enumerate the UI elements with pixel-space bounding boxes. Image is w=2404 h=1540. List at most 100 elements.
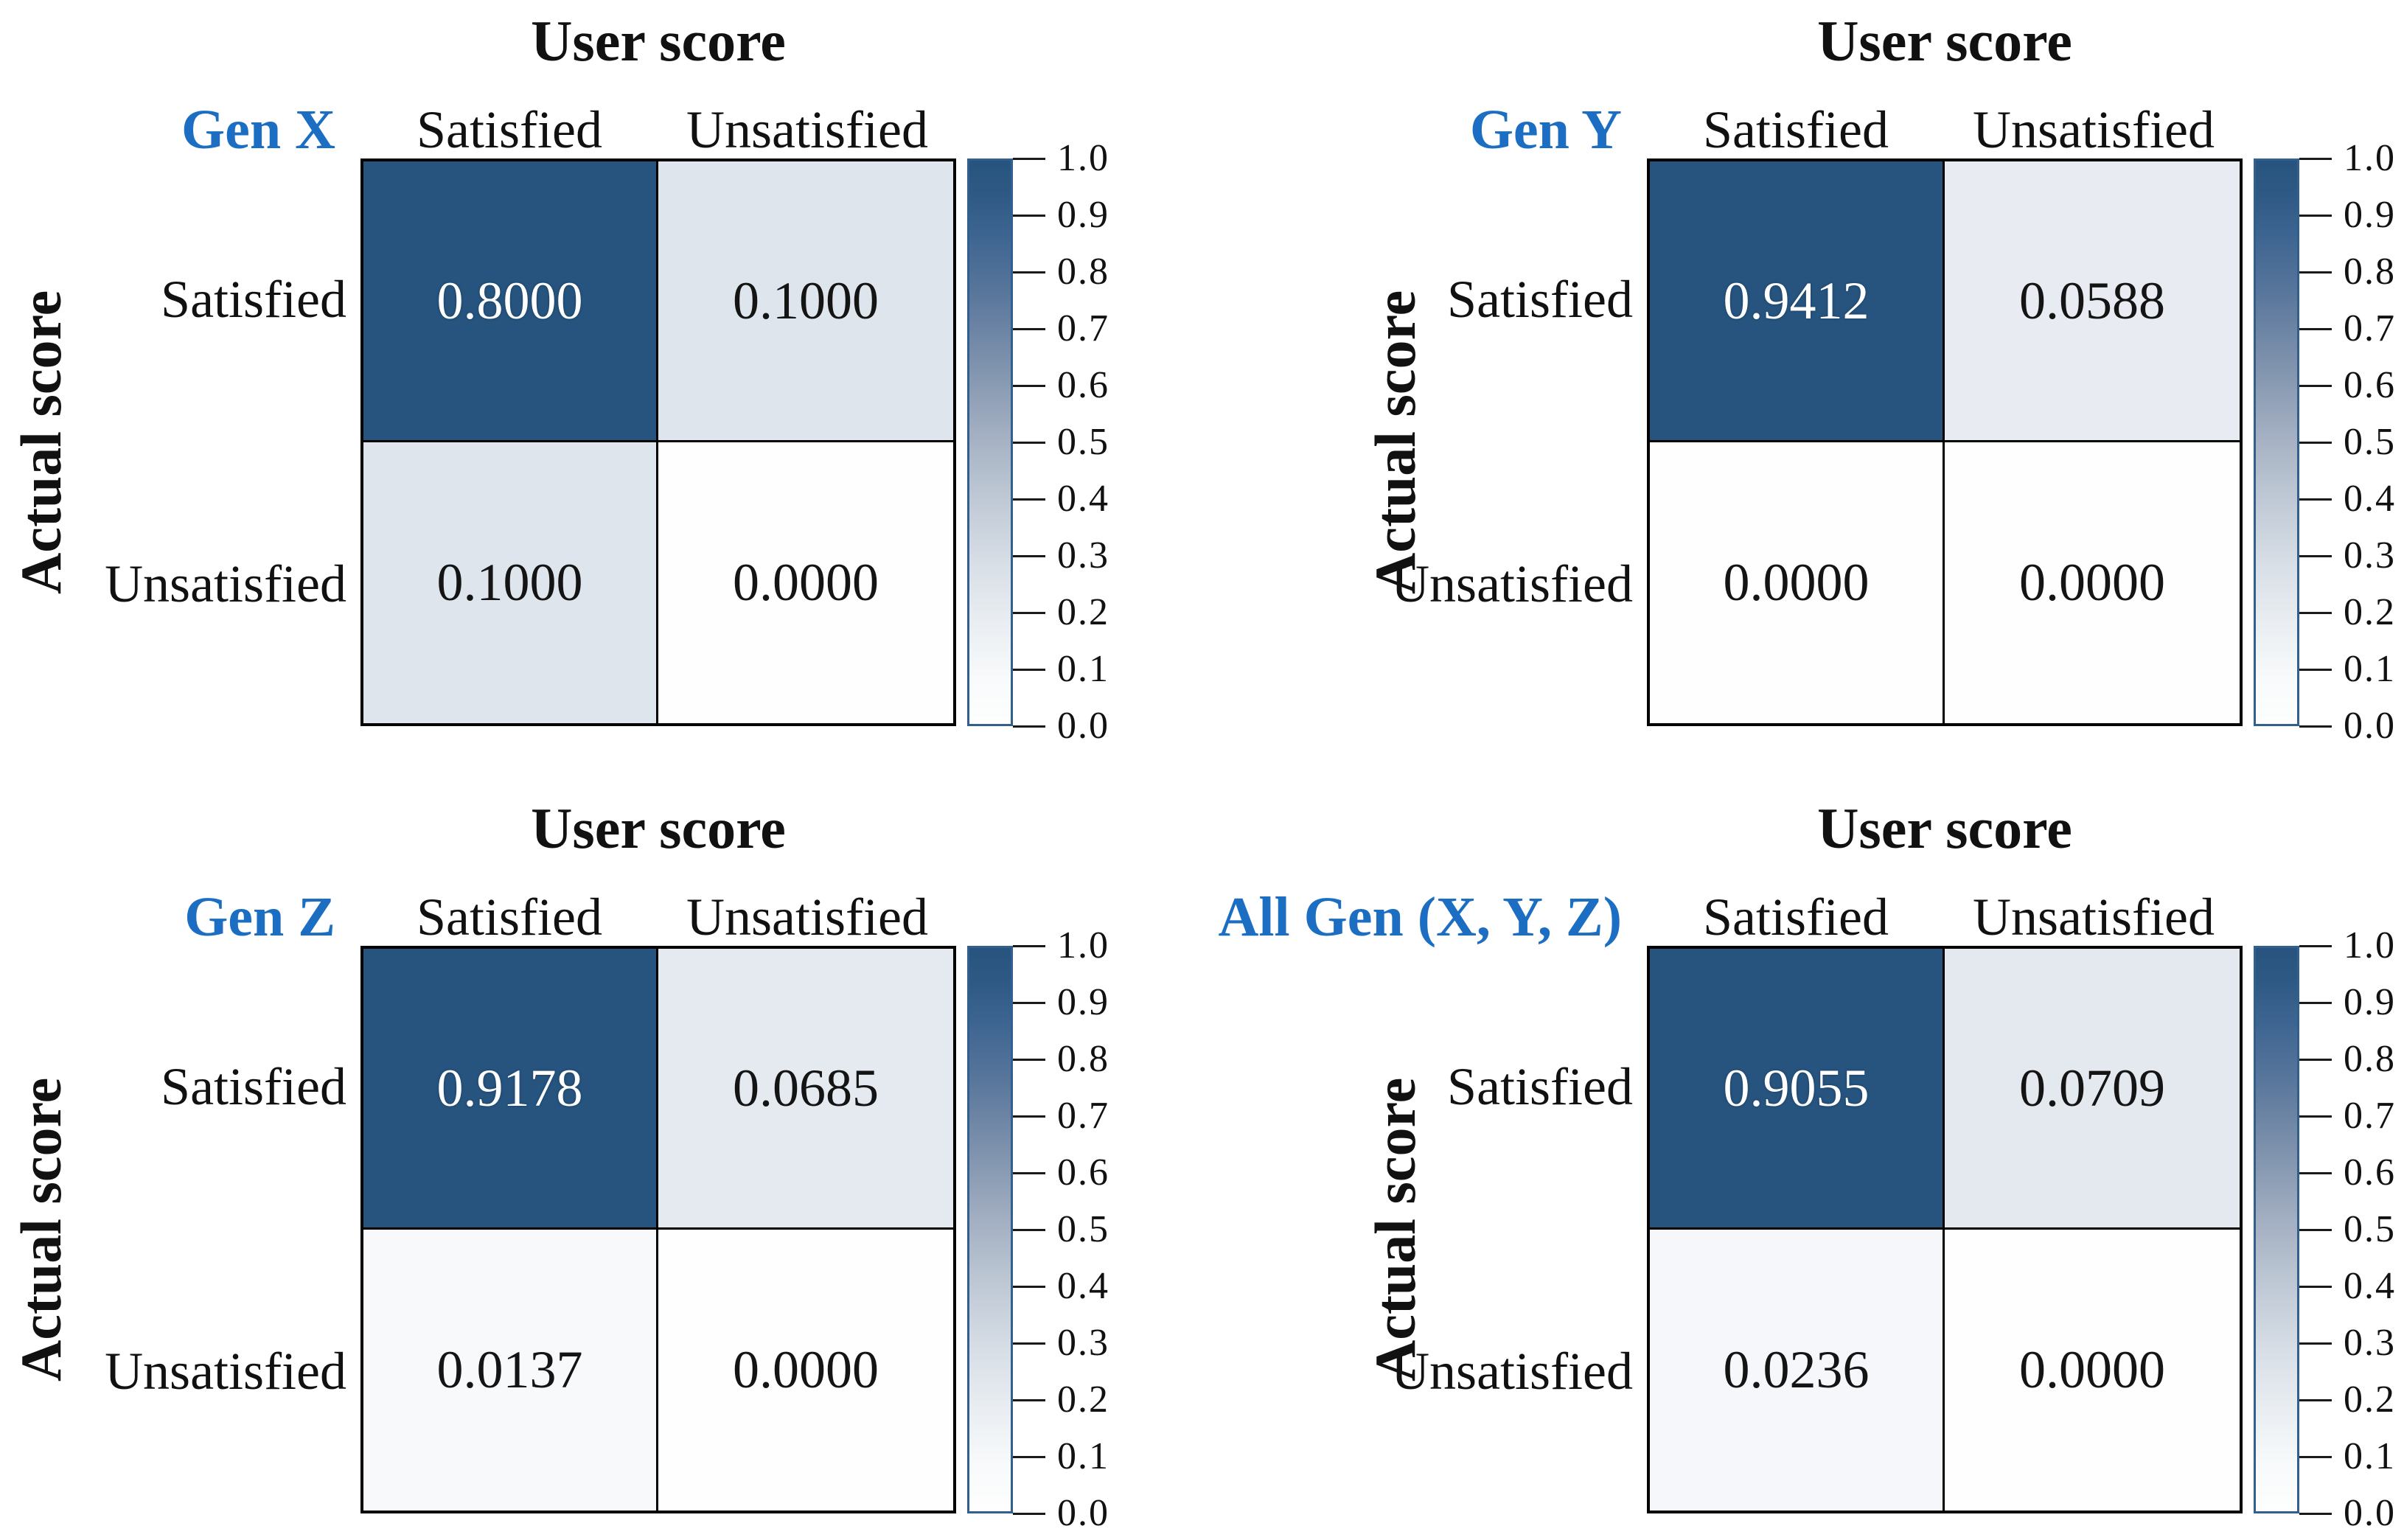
tick-mark xyxy=(1013,214,1045,217)
tick-mark xyxy=(1013,554,1045,557)
tick-label: 0.9 xyxy=(2344,981,2396,1023)
tick-mark xyxy=(2299,1115,2332,1118)
x-axis-title: User score xyxy=(1817,9,2072,73)
tick-mark xyxy=(1013,1285,1045,1288)
gen-label: All Gen (X, Y, Z) xyxy=(1218,885,1622,948)
tick-mark xyxy=(2299,271,2332,273)
colorbar-tick: 0.1 xyxy=(1013,1438,1109,1476)
row-header-unsatisfied: Unsatisfied xyxy=(1391,554,1633,613)
tick-mark xyxy=(1013,498,1045,501)
colorbar-tick: 1.0 xyxy=(2299,139,2396,178)
tick-label: 0.8 xyxy=(1057,1038,1109,1080)
colorbar-tick: 0.4 xyxy=(2299,480,2396,518)
gen-label: Gen Y xyxy=(1469,98,1622,161)
tick-label: 0.4 xyxy=(1057,478,1109,520)
colorbar-tick: 0.3 xyxy=(2299,1324,2396,1362)
colorbar-tick: 0.1 xyxy=(2299,650,2396,689)
colorbar-tick: 0.0 xyxy=(2299,1494,2396,1533)
tick-label: 0.0 xyxy=(2344,705,2396,747)
tick-label: 0.7 xyxy=(2344,307,2396,349)
matrix-cell-r1c0: 0.1000 xyxy=(363,442,658,723)
tick-label: 0.2 xyxy=(2344,591,2396,633)
colorbar-tick: 0.1 xyxy=(2299,1438,2396,1476)
gen-label: Gen Z xyxy=(184,885,335,948)
tick-label: 0.2 xyxy=(2344,1379,2396,1421)
panel-gen-y: User score Gen Y Satisfied Unsatisfied A… xyxy=(1286,0,2404,753)
panel-gen-z: User score Gen Z Satisfied Unsatisfied A… xyxy=(0,787,1118,1540)
colorbar-ticks: 1.0 0.9 0.8 0.7 0.6 0.5 0.4 0.3 0.2 0.1 0.0 xyxy=(2299,927,2404,1533)
tick-label: 0.2 xyxy=(1057,591,1109,633)
matrix-cell-r1c1: 0.0000 xyxy=(1945,442,2240,723)
matrix-cell-r1c0: 0.0000 xyxy=(1650,442,1945,723)
colorbar-scale xyxy=(2254,946,2299,1513)
colorbar-tick: 0.3 xyxy=(1013,1324,1109,1362)
colorbar-tick: 1.0 xyxy=(1013,927,1109,965)
tick-label: 0.6 xyxy=(2344,1151,2396,1194)
tick-mark xyxy=(1013,1171,1045,1174)
tick-mark xyxy=(1013,611,1045,614)
tick-label: 0.9 xyxy=(2344,194,2396,236)
tick-mark xyxy=(2299,668,2332,671)
matrix-cell-r0c1: 0.1000 xyxy=(658,161,953,442)
tick-label: 0.9 xyxy=(1057,981,1109,1023)
matrix-cell-r0c0: 0.9412 xyxy=(1650,161,1945,442)
tick-mark xyxy=(2299,1455,2332,1458)
colorbar-tick: 0.8 xyxy=(2299,1040,2396,1079)
tick-label: 0.5 xyxy=(1057,421,1109,463)
colorbar-tick: 0.7 xyxy=(1013,310,1109,348)
colorbar-tick: 0.9 xyxy=(2299,196,2396,234)
colorbar-scale xyxy=(967,946,1013,1513)
tick-label: 0.1 xyxy=(2344,648,2396,690)
colorbar-tick: 0.6 xyxy=(2299,366,2396,405)
tick-mark xyxy=(1013,725,1045,728)
colorbar-tick: 0.4 xyxy=(1013,1267,1109,1306)
colorbar-tick: 0.4 xyxy=(1013,480,1109,518)
tick-mark xyxy=(2299,214,2332,217)
x-axis-title: User score xyxy=(531,9,786,73)
colorbar-tick: 0.5 xyxy=(2299,423,2396,461)
tick-label: 0.1 xyxy=(2344,1435,2396,1477)
colorbar-tick: 1.0 xyxy=(2299,927,2396,965)
colorbar-scale xyxy=(967,158,1013,726)
colorbar-tick: 0.0 xyxy=(1013,707,1109,745)
matrix-cell-r1c0: 0.0137 xyxy=(363,1230,658,1511)
matrix-cell-r0c0: 0.9178 xyxy=(363,949,658,1230)
tick-mark xyxy=(1013,1342,1045,1345)
col-header-unsatisfied: Unsatisfied xyxy=(1973,887,2215,947)
col-header-unsatisfied: Unsatisfied xyxy=(1973,100,2215,159)
tick-mark xyxy=(1013,327,1045,330)
tick-label: 0.4 xyxy=(2344,1265,2396,1307)
tick-label: 0.6 xyxy=(1057,364,1109,406)
tick-mark xyxy=(1013,1228,1045,1231)
tick-mark xyxy=(2299,554,2332,557)
col-header-satisfied: Satisfied xyxy=(417,887,602,947)
tick-mark xyxy=(2299,157,2332,160)
colorbar-tick: 0.3 xyxy=(1013,537,1109,575)
colorbar-tick: 0.6 xyxy=(2299,1154,2396,1192)
row-header-unsatisfied: Unsatisfied xyxy=(105,554,346,613)
colorbar-ticks: 1.0 0.9 0.8 0.7 0.6 0.5 0.4 0.3 0.2 0.1 0.0 xyxy=(1013,139,1118,745)
panel-gen-x: User score Gen X Satisfied Unsatisfied A… xyxy=(0,0,1118,753)
matrix-cell-r1c1: 0.0000 xyxy=(1945,1230,2240,1511)
tick-mark xyxy=(1013,384,1045,387)
tick-mark xyxy=(2299,1058,2332,1061)
tick-mark xyxy=(2299,944,2332,947)
row-header-satisfied: Satisfied xyxy=(1447,1056,1633,1116)
tick-mark xyxy=(1013,1001,1045,1004)
colorbar-tick: 0.9 xyxy=(1013,196,1109,234)
tick-label: 0.1 xyxy=(1057,1435,1109,1477)
tick-mark xyxy=(2299,1342,2332,1345)
tick-mark xyxy=(2299,384,2332,387)
tick-label: 0.7 xyxy=(1057,307,1109,349)
tick-mark xyxy=(1013,441,1045,444)
tick-mark xyxy=(2299,441,2332,444)
tick-label: 1.0 xyxy=(1057,137,1109,179)
tick-mark xyxy=(1013,1115,1045,1118)
tick-label: 1.0 xyxy=(2344,137,2396,179)
tick-label: 0.9 xyxy=(1057,194,1109,236)
colorbar-tick: 0.8 xyxy=(1013,1040,1109,1079)
row-header-unsatisfied: Unsatisfied xyxy=(1391,1342,1633,1401)
tick-mark xyxy=(2299,498,2332,501)
tick-label: 0.4 xyxy=(1057,1265,1109,1307)
